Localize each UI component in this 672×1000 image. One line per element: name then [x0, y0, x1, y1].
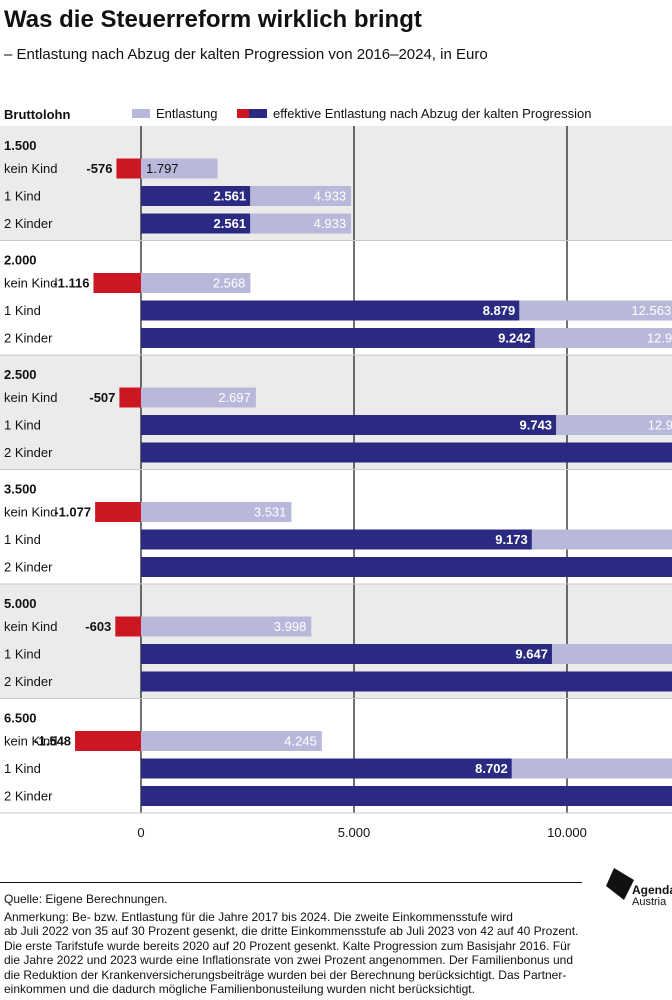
bar-entlastung	[141, 387, 256, 408]
bar-negative	[119, 387, 141, 408]
bar-entlastung	[141, 731, 322, 751]
annotation-note: Anmerkung: Be- bzw. Entlastung für die J…	[4, 910, 579, 997]
source-note: Quelle: Eigene Berechnungen.	[4, 892, 168, 906]
label-negative: -1.077	[54, 505, 91, 520]
label-effektiv: 9.647	[515, 647, 548, 662]
agenda-austria-logo-icon	[606, 868, 634, 900]
label-effektiv: 9.242	[498, 331, 531, 346]
legend-label-effektiv: effektive Entlastung nach Abzug der kalt…	[273, 106, 592, 121]
label-effektiv: 9.743	[520, 418, 553, 433]
bar-effektiv	[141, 758, 512, 779]
row-label: 2 Kinder	[4, 560, 53, 575]
row-label: 2 Kinder	[4, 216, 53, 231]
bar-effektiv	[141, 529, 532, 550]
legend-swatch-effektiv	[249, 109, 267, 118]
bar-entlastung	[141, 502, 292, 522]
bar-effektiv	[141, 671, 672, 692]
x-tick-label: 10.000	[547, 825, 587, 840]
row-label: 1 Kind	[4, 532, 41, 547]
row-label: 1 Kind	[4, 761, 41, 776]
label-negative: -603	[85, 619, 111, 634]
x-tick-label: 5.000	[338, 825, 371, 840]
bar-negative	[116, 158, 141, 179]
bar-effektiv	[141, 328, 535, 348]
row-label: 2 Kinder	[4, 674, 53, 689]
bar-effektiv	[141, 557, 672, 577]
label-entlastung: 12.947	[648, 418, 672, 433]
label-effektiv: 9.173	[495, 532, 528, 547]
row-label: kein Kind	[4, 734, 57, 749]
row-label: 2 Kinder	[4, 789, 53, 804]
label-entlastung: 2.568	[213, 276, 246, 291]
row-label: 1 Kind	[4, 189, 41, 204]
label-effektiv: 2.561	[214, 189, 247, 204]
row-label: 2 Kinder	[4, 331, 53, 346]
bar-effektiv	[141, 213, 251, 234]
group-label: 2.000	[4, 253, 37, 268]
page-subtitle: – Entlastung nach Abzug der kalten Progr…	[4, 46, 488, 63]
bar-negative	[75, 731, 141, 751]
bar-effektiv	[141, 644, 552, 664]
bar-effektiv	[141, 786, 672, 806]
bar-entlastung	[141, 273, 251, 293]
logo-name: Agenda	[632, 883, 672, 897]
x-tick-label: 0	[137, 825, 144, 840]
legend-item-entlastung: Entlastung	[132, 106, 217, 121]
bar-entlastung	[141, 616, 312, 637]
label-entlastung: 1.797	[146, 161, 179, 176]
legend-item-effektiv: effektive Entlastung nach Abzug der kalt…	[237, 106, 591, 121]
logo-text: Agenda Austria	[632, 884, 672, 908]
group-label: 3.500	[4, 482, 37, 497]
label-entlastung: 4.933	[314, 189, 347, 204]
label-entlastung: 3.998	[274, 619, 307, 634]
row-label: 1 Kind	[4, 303, 41, 318]
row-label: kein Kind	[4, 619, 57, 634]
bar-effektiv	[141, 186, 251, 206]
row-label: kein Kind	[4, 505, 57, 520]
bar-negative	[93, 273, 141, 293]
group-label: 5.000	[4, 596, 37, 611]
category-axis-label: Bruttolohn	[4, 107, 71, 122]
label-effektiv: 8.702	[475, 761, 508, 776]
bar-negative	[115, 616, 141, 637]
page-title: Was die Steuerreform wirklich bringt	[4, 6, 422, 33]
row-label: kein Kind	[4, 390, 57, 405]
label-negative: -507	[89, 390, 115, 405]
bar-effektiv	[141, 300, 520, 321]
label-entlastung: 4.245	[284, 734, 317, 749]
bar-effektiv	[141, 415, 557, 435]
legend-swatch-entlastung	[132, 109, 150, 118]
bar-chart: 1.500 kein Kind -576 1.797 1 Kind 2.561 4.933 2…	[0, 126, 672, 840]
legend-label-entlastung: Entlastung	[156, 106, 218, 121]
label-effektiv: 8.879	[483, 303, 516, 318]
row-label: kein Kind	[4, 161, 57, 176]
label-negative: -1.548	[34, 734, 71, 749]
row-label: 1 Kind	[4, 418, 41, 433]
bar-negative	[95, 502, 141, 522]
label-entlastung: 12.926	[647, 331, 672, 346]
group-label: 1.500	[4, 138, 37, 153]
row-label: 2 Kinder	[4, 445, 53, 460]
group-label: 2.500	[4, 367, 37, 382]
label-entlastung: 2.697	[218, 390, 251, 405]
bar-entlastung	[141, 158, 218, 179]
group-label: 6.500	[4, 711, 37, 726]
label-negative: -1.116	[53, 276, 89, 291]
row-label: 1 Kind	[4, 647, 41, 662]
logo-sub: Austria	[632, 896, 667, 908]
label-negative: -576	[86, 161, 112, 176]
label-effektiv: 2.561	[214, 216, 247, 231]
label-entlastung: 3.531	[254, 505, 287, 520]
legend-swatch-negative	[237, 109, 249, 118]
row-label: kein Kind	[4, 276, 57, 291]
label-entlastung: 12.563	[631, 303, 671, 318]
footer-divider	[0, 882, 582, 883]
label-entlastung: 4.933	[314, 216, 347, 231]
bar-effektiv	[141, 442, 672, 463]
